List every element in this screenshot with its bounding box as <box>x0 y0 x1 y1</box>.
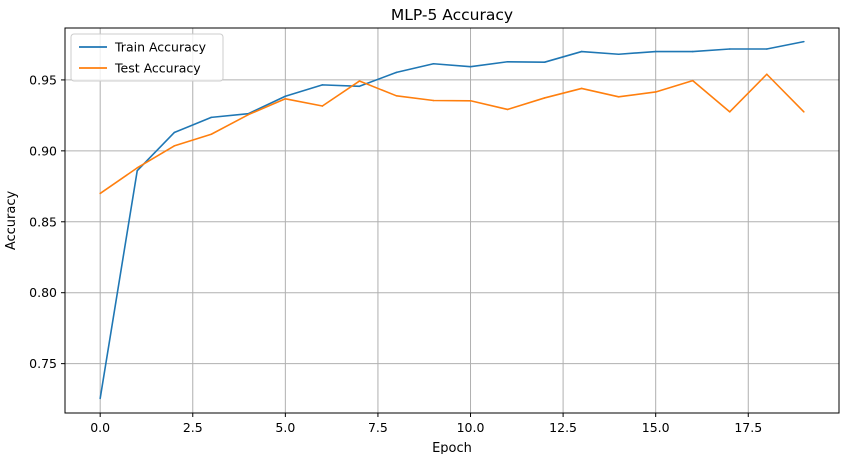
test-accuracy-point <box>803 111 805 113</box>
legend: Train Accuracy Test Accuracy <box>70 33 224 82</box>
test-accuracy-point <box>247 113 250 116</box>
test-accuracy-point <box>617 96 620 98</box>
train-accuracy-point <box>765 48 768 50</box>
test-accuracy-point <box>173 145 176 147</box>
test-accuracy-point <box>543 97 546 99</box>
test-accuracy-point <box>728 111 731 113</box>
test-accuracy-point <box>691 79 694 82</box>
x-tick-label: 5.0 <box>275 420 295 435</box>
train-accuracy-point <box>210 116 213 119</box>
x-tick-label: 15.0 <box>642 420 670 435</box>
test-accuracy-legend-label: Test Accuracy <box>114 61 201 76</box>
y-tick-label: 0.85 <box>29 214 57 229</box>
train-accuracy-point <box>432 62 435 65</box>
y-axis-title: Accuracy <box>4 191 19 251</box>
test-accuracy-point <box>284 97 287 100</box>
test-accuracy-point <box>210 133 213 136</box>
ticks: 0.0 2.5 5.0 7.5 10.0 12.5 15.0 17.5 0.75 0.80 0.85… <box>29 72 762 435</box>
train-accuracy-point <box>728 48 731 50</box>
y-tick-label: 0.75 <box>29 356 57 371</box>
train-accuracy-point <box>691 50 694 53</box>
train-accuracy-point <box>580 50 583 53</box>
test-accuracy-line <box>99 73 805 195</box>
x-tick-label: 0.0 <box>90 420 110 435</box>
train-accuracy-point <box>321 84 324 86</box>
test-accuracy-point <box>432 99 435 102</box>
series-layer <box>99 40 805 400</box>
train-accuracy-point <box>543 61 546 63</box>
x-tick-label: 17.5 <box>734 420 762 435</box>
train-accuracy-point <box>284 95 287 98</box>
train-accuracy-line <box>99 40 804 399</box>
x-tick-label: 10.0 <box>457 420 485 435</box>
train-accuracy-point <box>99 397 101 400</box>
train-accuracy-point <box>136 169 139 172</box>
train-accuracy-point <box>395 71 398 74</box>
test-accuracy-point <box>99 192 101 195</box>
test-accuracy-point <box>321 105 324 107</box>
x-tick-label: 7.5 <box>368 420 388 435</box>
train-accuracy-point <box>617 53 620 56</box>
test-accuracy-point <box>580 87 583 90</box>
test-accuracy-point <box>506 108 509 111</box>
y-tick-label: 0.95 <box>29 72 57 87</box>
plot-frame <box>64 27 840 414</box>
train-accuracy-point <box>506 60 509 63</box>
test-accuracy-point <box>469 99 472 102</box>
train-accuracy-point <box>358 85 361 88</box>
train-accuracy-point <box>803 40 805 43</box>
test-accuracy-point <box>395 95 398 97</box>
test-accuracy-point <box>765 73 768 76</box>
chart-title: MLP-5 Accuracy <box>391 6 513 24</box>
x-tick-label: 2.5 <box>183 420 203 435</box>
y-tick-label: 0.80 <box>29 285 57 300</box>
train-accuracy-point <box>173 131 176 134</box>
test-accuracy-point <box>654 91 657 93</box>
y-tick-label: 0.90 <box>29 143 57 158</box>
legend-box <box>70 33 224 82</box>
train-accuracy-legend-label: Train Accuracy <box>114 40 207 55</box>
train-accuracy-point <box>654 50 657 53</box>
test-accuracy-point <box>136 167 139 169</box>
x-axis-title: Epoch <box>432 441 472 454</box>
test-accuracy-point <box>358 80 361 82</box>
x-tick-label: 12.5 <box>549 420 577 435</box>
train-accuracy-point <box>469 65 472 68</box>
